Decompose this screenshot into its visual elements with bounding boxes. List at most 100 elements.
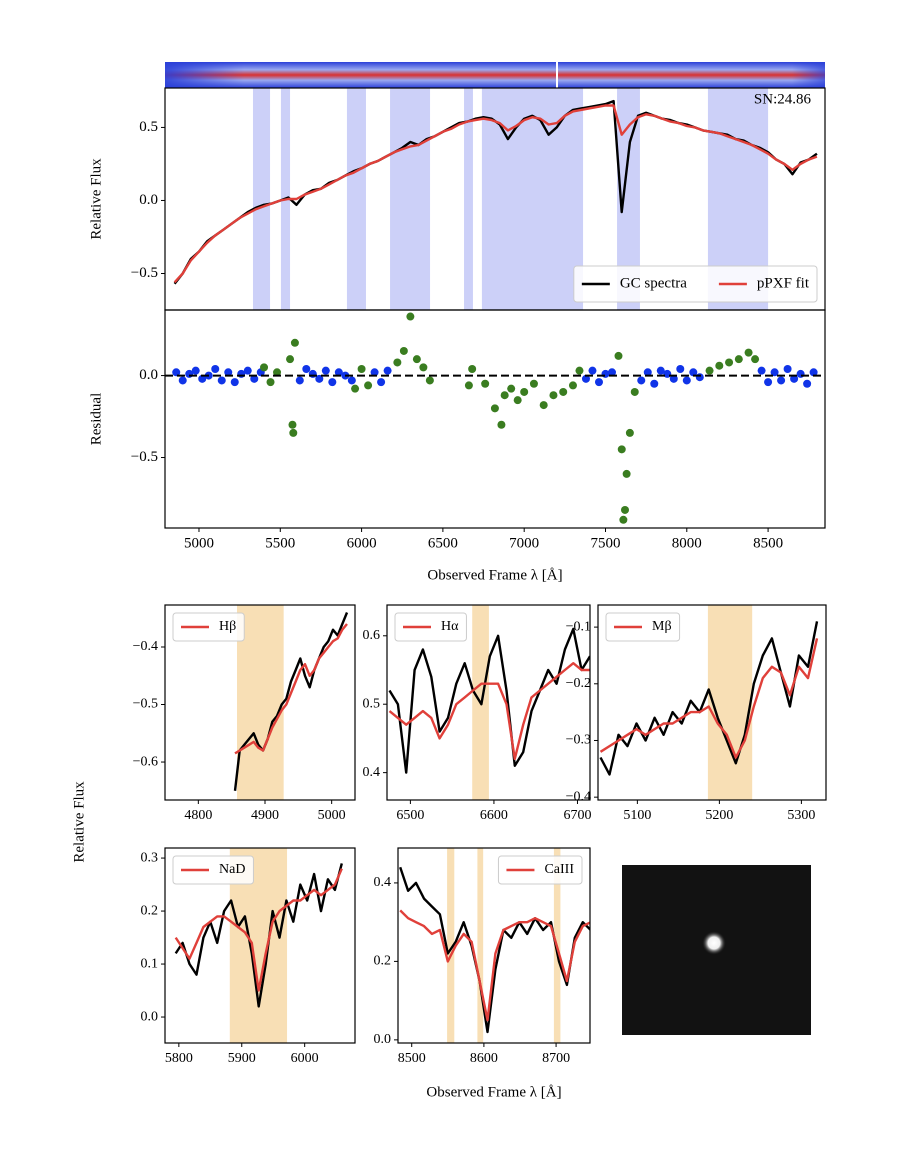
point <box>370 368 379 377</box>
point <box>288 420 297 429</box>
point <box>539 401 548 410</box>
series-line <box>173 104 818 284</box>
point <box>328 378 337 387</box>
x-tick-label: 5300 <box>787 808 815 823</box>
point <box>656 366 665 375</box>
x-tick-label: 4800 <box>184 808 212 823</box>
point <box>809 368 818 377</box>
point <box>764 378 773 387</box>
y-axis-label: Residual <box>88 393 104 446</box>
point <box>357 365 366 374</box>
x-tick-label: 5200 <box>705 808 733 823</box>
shaded-region <box>707 605 753 800</box>
point <box>468 365 477 374</box>
x-tick-label: 5900 <box>228 1051 256 1066</box>
point <box>725 358 734 367</box>
legend-box <box>605 612 681 642</box>
point <box>803 379 812 388</box>
legend: NaD <box>172 855 254 885</box>
shaded-region <box>464 88 473 310</box>
point <box>383 366 392 375</box>
panel-x-label: Observed Frame λ [Å] <box>426 1084 561 1100</box>
legend: CaIII <box>497 855 583 885</box>
x-tick-label: 5500 <box>265 535 295 551</box>
legend-box <box>573 265 818 303</box>
strip-fade <box>165 62 825 88</box>
axes-frame <box>164 847 356 1044</box>
point <box>770 368 779 377</box>
point <box>230 378 239 387</box>
point <box>500 391 509 400</box>
shaded-region <box>346 88 366 310</box>
point <box>260 363 269 372</box>
point <box>669 374 678 383</box>
point <box>637 376 646 385</box>
point <box>622 469 631 478</box>
series-line <box>388 627 590 774</box>
y-tick-label: 0.0 <box>141 1009 159 1024</box>
axes-frame <box>164 604 356 801</box>
y-tick-label: −0.4 <box>566 789 591 804</box>
point <box>790 374 799 383</box>
x-tick-label: 7500 <box>590 535 620 551</box>
point <box>588 366 597 375</box>
axes-frame <box>397 847 591 1044</box>
point <box>621 505 629 514</box>
x-tick-label: 5800 <box>165 1051 193 1066</box>
x-tick-label: 8500 <box>398 1051 426 1066</box>
point <box>217 376 226 385</box>
legend-label: Hβ <box>219 619 236 634</box>
y-tick-label: 0.1 <box>141 956 159 971</box>
point <box>290 338 299 347</box>
series-line <box>233 612 349 791</box>
point <box>464 381 473 390</box>
point <box>715 361 724 370</box>
shaded-region <box>237 605 284 800</box>
y-tick-label: −0.2 <box>566 676 591 691</box>
x-tick-label: 6700 <box>563 808 591 823</box>
legend-label: NaD <box>219 862 245 877</box>
point <box>744 348 753 357</box>
y-tick-label: 0.2 <box>141 903 159 918</box>
x-tick-label: 5000 <box>184 535 214 551</box>
point <box>663 369 672 378</box>
point <box>412 355 421 364</box>
x-axis-label: Observed Frame λ [Å] <box>427 567 562 583</box>
point <box>334 368 343 377</box>
point <box>393 358 402 367</box>
plot-area <box>399 848 590 1043</box>
point <box>549 391 558 400</box>
point <box>191 366 200 375</box>
x-tick-label: 5000 <box>318 808 346 823</box>
x-tick-label: 8600 <box>470 1051 498 1066</box>
shaded-region <box>252 88 271 310</box>
shaded-region <box>477 848 484 1043</box>
cutout-image <box>622 865 811 1035</box>
point <box>689 368 698 377</box>
y-tick-label: −0.5 <box>131 265 158 281</box>
plot-area <box>388 605 590 800</box>
y-tick-label: 0.6 <box>363 628 381 643</box>
point <box>178 376 187 385</box>
point <box>406 312 415 321</box>
panel: 6500 6600 6700 0.4 0.5 0.6 Hα <box>363 604 591 823</box>
y-tick-label: 0.5 <box>363 696 381 711</box>
panel: 4800 4900 5000 −0.6 −0.5 −0.4 Hβ <box>133 604 356 823</box>
point <box>695 373 704 382</box>
x-tick-label: 4900 <box>251 808 279 823</box>
axes-frame <box>164 309 826 529</box>
series-line <box>174 863 343 1008</box>
x-tick-label: 8700 <box>542 1051 570 1066</box>
legend: Mβ <box>605 612 681 642</box>
point <box>559 387 568 396</box>
point <box>481 379 490 388</box>
point <box>425 376 434 385</box>
point <box>617 445 626 454</box>
point <box>273 368 282 377</box>
y-tick-label: −0.1 <box>566 619 591 634</box>
point <box>490 404 499 413</box>
point <box>377 378 386 387</box>
point <box>295 376 304 385</box>
